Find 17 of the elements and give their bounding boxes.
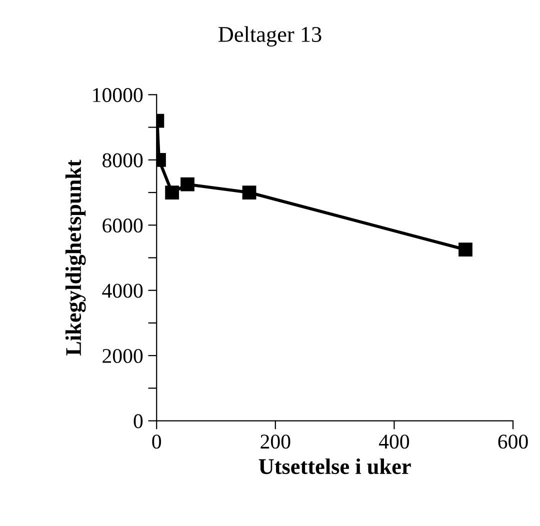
point (242, 186, 256, 200)
y-axis-title: Likegyldighetspunkt (65, 160, 86, 356)
x-axis-title: Utsettelse i uker (258, 458, 411, 474)
chart-title: Deltager 13 (218, 26, 322, 47)
x-tick-label: 200 (260, 434, 290, 449)
y-tick-label: 10000 (93, 88, 143, 102)
x-tick-label: 400 (378, 434, 410, 449)
x-tick-label: 600 (498, 434, 528, 449)
y-tick-label: 0 (134, 414, 143, 428)
y-tick-label: 8000 (102, 153, 143, 168)
y-tick-label: 2000 (102, 348, 143, 364)
point (180, 177, 194, 192)
point (458, 242, 472, 257)
point (165, 186, 179, 200)
y-tick-label: 4000 (102, 284, 143, 298)
y-tick-label: 6000 (102, 218, 143, 233)
x-tick-label: 0 (152, 434, 162, 449)
